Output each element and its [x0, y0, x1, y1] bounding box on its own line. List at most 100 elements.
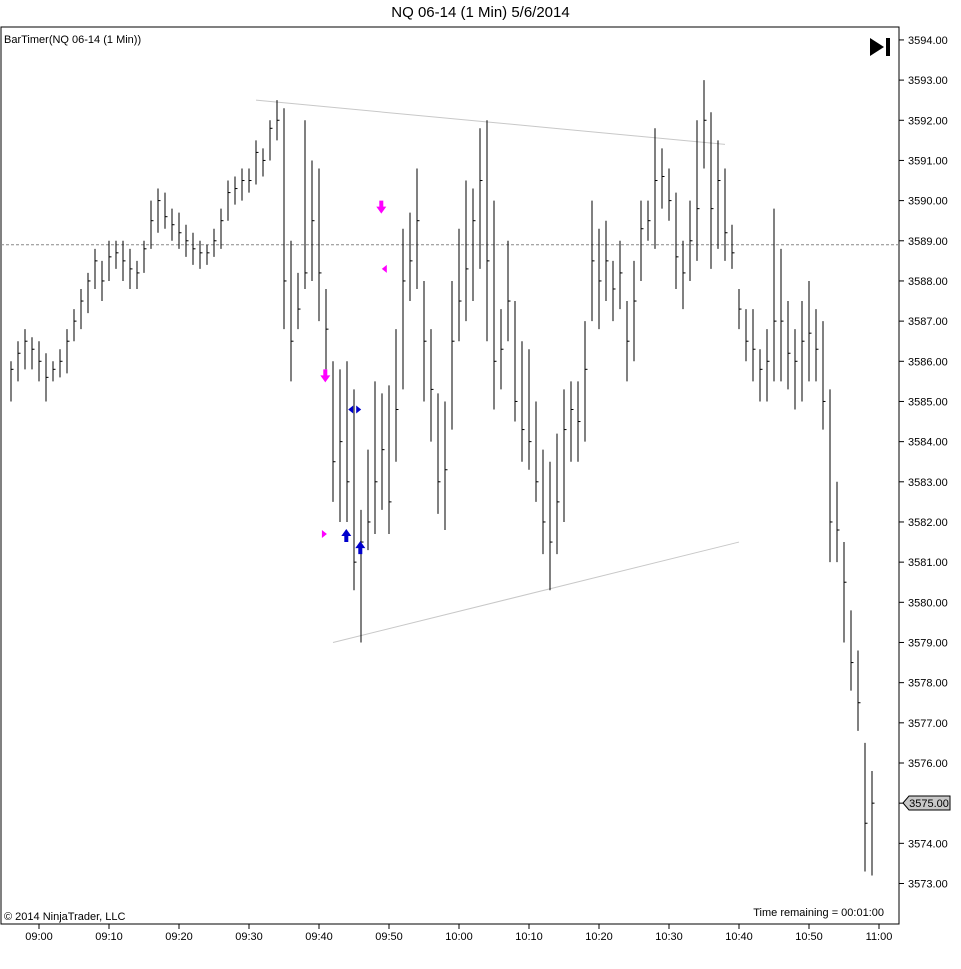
ohlc-bar	[724, 168, 728, 261]
y-tick-label: 3592.00	[908, 115, 948, 127]
x-tick-label: 10:40	[725, 931, 753, 943]
y-tick-label: 3585.00	[908, 396, 948, 408]
ohlc-bar	[360, 509, 364, 643]
ohlc-bar	[535, 401, 539, 502]
x-tick-label: 11:00	[866, 931, 893, 943]
ohlc-bar	[584, 321, 588, 442]
ohlc-bar	[829, 389, 833, 563]
ohlc-bar	[192, 232, 196, 265]
y-tick-label: 3573.00	[908, 879, 948, 891]
ohlc-bar	[143, 240, 147, 273]
last-price-marker: 3575.00	[902, 795, 951, 811]
ohlc-bar	[500, 309, 504, 390]
scroll-to-end-icon[interactable]	[870, 38, 890, 56]
ohlc-bar	[815, 309, 819, 382]
ohlc-bar	[353, 389, 357, 591]
ohlc-bar	[332, 361, 336, 502]
ohlc-bar	[227, 180, 231, 221]
ohlc-bar	[703, 80, 707, 169]
indicator-label: BarTimer(NQ 06-14 (1 Min))	[4, 34, 141, 46]
y-tick-label: 3588.00	[908, 276, 948, 288]
ohlc-bar	[374, 381, 378, 535]
ohlc-bar	[493, 200, 497, 410]
ohlc-bar	[605, 220, 609, 302]
ohlc-bar	[857, 650, 861, 731]
ohlc-bar	[269, 120, 273, 161]
ohlc-bar	[668, 168, 672, 221]
ohlc-bar	[185, 224, 189, 257]
signal-marker-arrow-down	[320, 369, 331, 383]
signal-marker-tri-right	[356, 405, 362, 414]
x-tick-label: 10:00	[445, 931, 473, 943]
ohlc-bar	[297, 272, 301, 330]
ohlc-bar	[59, 349, 63, 378]
ohlc-bar	[451, 280, 455, 430]
ohlc-bar	[388, 385, 392, 535]
plot-area	[0, 26, 900, 925]
ohlc-bar	[38, 341, 42, 382]
ohlc-bar	[696, 120, 700, 261]
ohlc-bar	[10, 361, 14, 402]
ohlc-bar	[178, 212, 182, 249]
chart-title: NQ 06-14 (1 Min) 5/6/2014	[391, 4, 570, 21]
signal-marker-tri-right	[321, 530, 327, 539]
x-tick-label: 10:30	[655, 931, 683, 943]
ohlc-bar	[843, 542, 847, 643]
ohlc-bar	[626, 301, 630, 382]
ohlc-bar	[549, 461, 553, 591]
ohlc-bar	[311, 160, 315, 281]
ohlc-bar	[402, 228, 406, 390]
ohlc-bar	[24, 329, 28, 370]
ohlc-bar	[339, 369, 343, 522]
ohlc-bar	[66, 329, 70, 374]
x-tick-label: 10:10	[515, 931, 543, 943]
y-tick-label: 3589.00	[908, 236, 948, 248]
ohlc-bar	[577, 381, 581, 462]
ohlc-bar	[101, 260, 105, 302]
ohlc-bar	[808, 280, 812, 382]
ohlc-bar	[822, 321, 826, 430]
y-tick-label: 3586.00	[908, 356, 948, 368]
trendline	[332, 541, 740, 643]
ohlc-bar	[248, 168, 252, 193]
y-tick-label: 3581.00	[908, 557, 948, 569]
ohlc-bar	[157, 188, 161, 233]
ohlc-bar	[570, 381, 574, 462]
ohlc-bar	[423, 280, 427, 402]
y-tick-label: 3593.00	[908, 75, 948, 87]
ohlc-bar	[850, 610, 854, 691]
copyright-text: © 2014 NinjaTrader, LLC	[4, 911, 125, 923]
ohlc-bar	[409, 212, 413, 302]
ohlc-bar	[108, 240, 112, 281]
ohlc-bar	[220, 208, 224, 249]
y-tick-label: 3579.00	[908, 637, 948, 649]
ohlc-bar	[633, 260, 637, 362]
ohlc-bar	[80, 288, 84, 330]
ohlc-bar	[752, 309, 756, 382]
ohlc-bar	[556, 433, 560, 555]
ohlc-bar	[115, 240, 119, 269]
signal-markers	[320, 200, 387, 555]
ohlc-bar	[283, 108, 287, 330]
y-tick-label: 3584.00	[908, 437, 948, 449]
ohlc-bar	[213, 228, 217, 257]
ohlc-bar	[787, 301, 791, 390]
ohlc-bar	[325, 288, 329, 370]
ohlc-bar	[17, 341, 21, 382]
y-tick-label: 3576.00	[908, 758, 948, 770]
ohlc-bar	[514, 301, 518, 422]
ohlc-bar	[346, 361, 350, 522]
ohlc-bar	[682, 240, 686, 310]
ohlc-bar	[710, 112, 714, 269]
ohlc-bar	[864, 742, 868, 872]
ohlc-bar	[612, 260, 616, 322]
y-tick-label: 3583.00	[908, 477, 948, 489]
y-tick-label: 3582.00	[908, 517, 948, 529]
ohlc-bar	[745, 309, 749, 362]
y-tick-label: 3591.00	[908, 155, 948, 167]
time-remaining-text: Time remaining = 00:01:00	[753, 907, 884, 919]
ohlc-bar	[738, 288, 742, 330]
ohlc-bar	[773, 208, 777, 382]
ohlc-bar	[654, 128, 658, 249]
